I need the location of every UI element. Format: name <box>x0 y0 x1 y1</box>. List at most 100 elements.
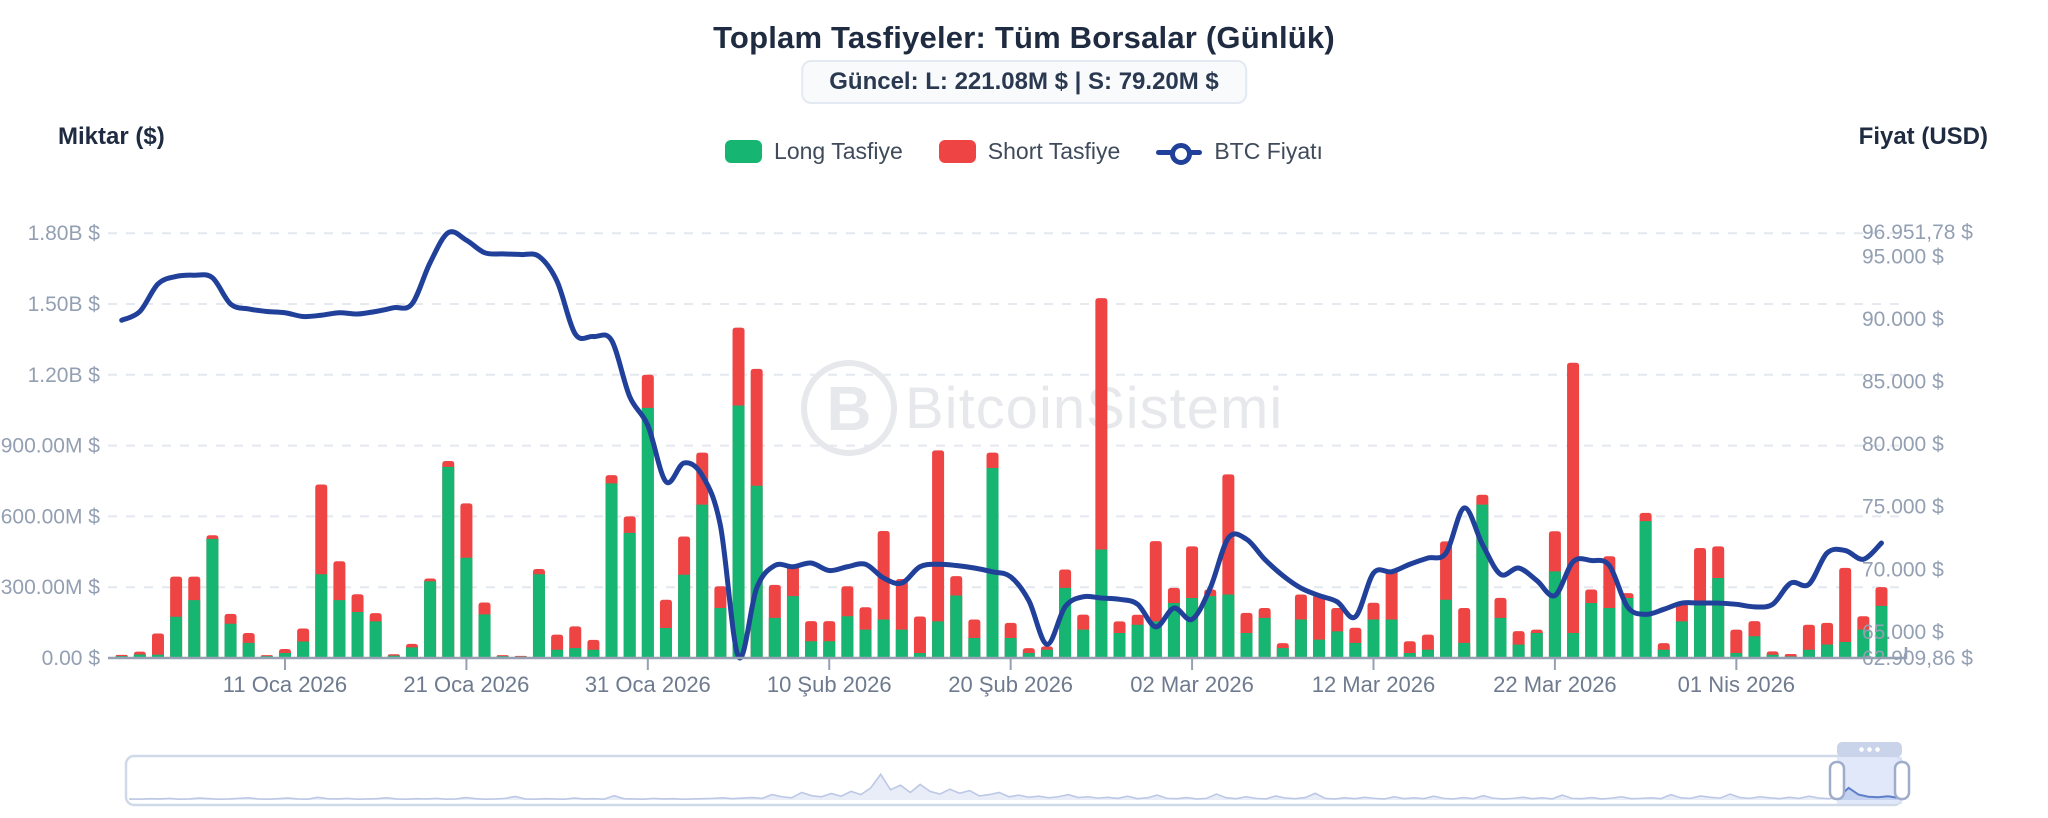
long-bar <box>950 595 963 658</box>
long-bar <box>1694 601 1707 658</box>
right-axis-tick: 90.000 $ <box>1862 308 1944 331</box>
legend-item-btc-price[interactable]: BTC Fiyatı <box>1156 138 1323 165</box>
long-bar <box>1131 624 1144 658</box>
grip-dot-icon <box>1859 747 1864 752</box>
long-bar <box>605 483 618 658</box>
long-bar <box>1004 637 1017 658</box>
long-bar <box>1585 603 1598 658</box>
long-bar <box>460 557 473 658</box>
btc-price-line <box>119 229 1884 661</box>
navigator-sparkline <box>129 772 1899 800</box>
long-bar <box>1512 644 1525 658</box>
long-bar <box>206 538 219 658</box>
chart-plot-area[interactable] <box>108 170 1906 658</box>
long-bar <box>932 621 945 658</box>
liquidation-bars <box>115 298 1888 658</box>
legend-label-btc-price: BTC Fiyatı <box>1214 138 1323 164</box>
long-bar <box>333 600 346 658</box>
long-bar <box>659 628 672 658</box>
long-bar <box>478 614 491 658</box>
x-axis-ticks: 11 Oca 2026 21 Oca 2026 31 Oca 2026 10 Şub … <box>223 659 1795 697</box>
x-axis-tick: 31 Oca 2026 <box>585 672 711 697</box>
long-bar <box>1440 599 1453 658</box>
long-bar <box>1331 631 1344 658</box>
long-bar <box>1839 641 1852 658</box>
x-axis-tick: 02 Mar 2026 <box>1130 672 1254 697</box>
long-bar <box>1530 632 1543 658</box>
left-axis-tick: 900.00M $ <box>1 435 101 458</box>
long-bar <box>768 617 781 658</box>
x-axis-tick: 11 Oca 2026 <box>223 672 347 697</box>
navigator-right-handle[interactable] <box>1893 760 1911 801</box>
long-bar <box>1240 632 1253 658</box>
btc-line-marker-icon <box>1156 140 1203 165</box>
right-axis-tick: 85.000 $ <box>1862 371 1944 394</box>
long-bar <box>1421 649 1434 658</box>
long-bar <box>1639 521 1652 658</box>
x-axis-tick: 01 Nis 2026 <box>1678 672 1795 697</box>
long-bar <box>1821 644 1834 658</box>
long-bar <box>297 641 310 658</box>
legend-item-short[interactable]: Short Tasfiye <box>938 138 1120 165</box>
long-bar <box>732 405 745 658</box>
short-bar <box>151 633 164 658</box>
left-axis-tick: 600.00M $ <box>1 505 101 528</box>
navigator-left-handle[interactable] <box>1828 760 1846 801</box>
long-bar <box>623 532 636 658</box>
left-axis-ticks: 1.80B $ 1.50B $ 1.20B $ 900.00M $ 600.00M $ 3… <box>1 222 101 670</box>
right-axis-tick: 95.000 $ <box>1862 245 1944 268</box>
long-bar <box>696 504 709 658</box>
legend-label-long: Long Tasfiye <box>774 138 903 164</box>
x-axis-tick: 12 Mar 2026 <box>1312 672 1436 697</box>
long-bar <box>1875 605 1888 658</box>
legend: Long Tasfiye Short Tasfiye BTC Fiyatı <box>0 138 2048 165</box>
left-axis-tick: 1.80B $ <box>28 222 101 245</box>
left-axis-tick: 300.00M $ <box>1 576 101 599</box>
long-bar <box>1802 649 1815 658</box>
long-bar <box>551 649 564 658</box>
long-bar <box>1258 617 1271 658</box>
short-bar <box>1802 624 1815 658</box>
page-title: Toplam Tasfiyeler: Tüm Borsalar (Günlük) <box>713 20 1335 55</box>
long-bar <box>678 574 691 658</box>
x-axis-tick: 21 Oca 2026 <box>403 672 529 697</box>
long-bar <box>1458 642 1471 658</box>
long-bar <box>877 619 890 658</box>
long-bar <box>859 629 872 658</box>
long-bar <box>1385 619 1398 658</box>
long-swatch-icon <box>725 140 763 163</box>
long-bar <box>805 641 818 658</box>
long-bar <box>1095 549 1108 658</box>
legend-item-long[interactable]: Long Tasfiye <box>725 138 903 165</box>
long-bar <box>188 600 201 658</box>
long-bar <box>224 623 237 658</box>
watermark: B BitcoinSistemi <box>801 360 1282 456</box>
right-axis-tick: 80.000 $ <box>1862 433 1944 456</box>
long-bar <box>786 596 799 658</box>
long-bar <box>242 642 255 658</box>
x-axis-tick: 22 Mar 2026 <box>1493 672 1617 697</box>
long-bar <box>1113 632 1126 658</box>
long-bar <box>315 574 328 658</box>
long-bar <box>714 607 727 658</box>
long-bar <box>641 407 654 658</box>
long-bar <box>1857 629 1870 658</box>
long-bar <box>1748 636 1761 658</box>
x-axis-tick: 20 Şub 2026 <box>948 672 1073 697</box>
grip-dot-icon <box>1867 747 1872 752</box>
long-bar <box>1294 619 1307 658</box>
right-axis-tick: 65.000 $ <box>1862 621 1944 644</box>
short-bar <box>1730 629 1743 658</box>
left-axis-tick: 1.50B $ <box>28 293 101 316</box>
long-bar <box>1712 577 1725 658</box>
long-bar <box>1222 594 1235 658</box>
long-bar <box>823 641 836 658</box>
left-axis-tick: 0.00 $ <box>42 647 101 670</box>
long-bar <box>1313 639 1326 658</box>
long-bar <box>170 616 183 658</box>
short-bar <box>1567 362 1580 658</box>
right-axis-tick: 62.909,86 $ <box>1862 647 1973 670</box>
right-axis-tick: 75.000 $ <box>1862 496 1944 519</box>
long-bar <box>1276 648 1289 658</box>
